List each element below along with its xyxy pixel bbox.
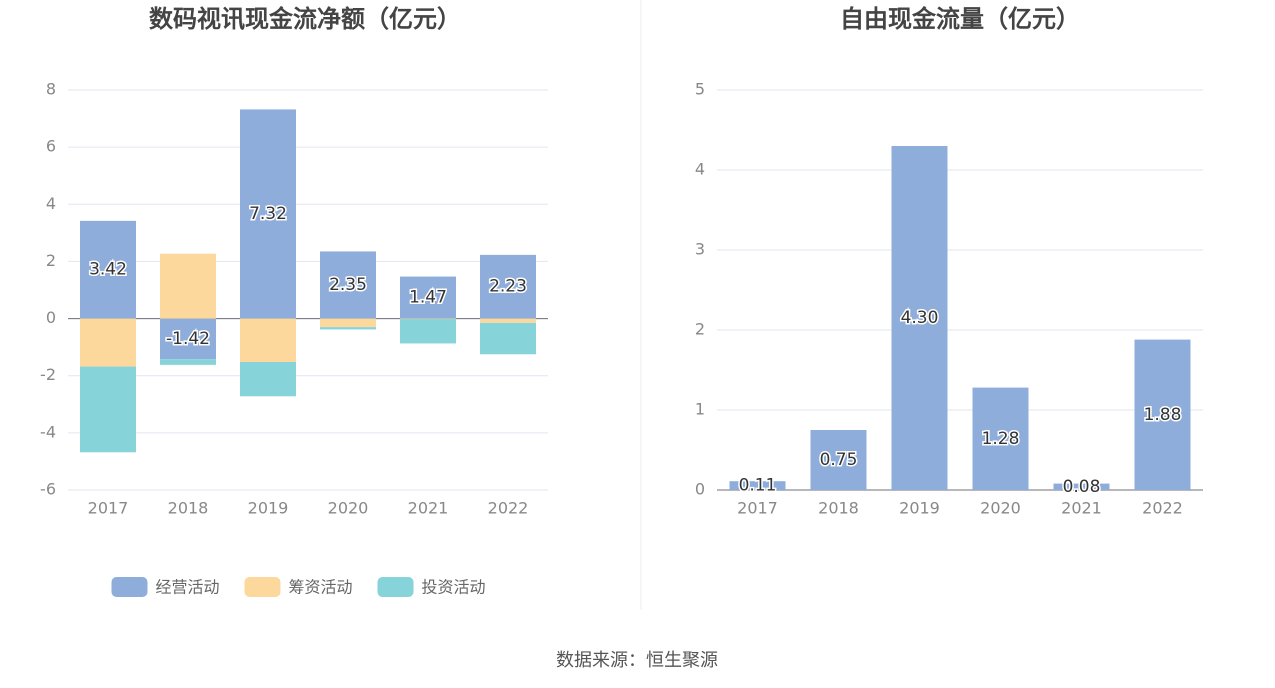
- data-label: -1.42: [166, 329, 210, 349]
- x-tick-label: 2019: [899, 499, 940, 518]
- bar: [240, 109, 296, 319]
- y-tick-label: 6: [46, 137, 56, 156]
- bar: [480, 318, 536, 323]
- bar: [400, 319, 456, 344]
- x-tick-label: 2017: [88, 499, 129, 518]
- bar: [480, 322, 536, 355]
- data-label: 0.11: [739, 476, 777, 496]
- y-tick-label: 5: [695, 80, 705, 99]
- data-label: 4.30: [901, 308, 939, 328]
- bar: [320, 251, 376, 319]
- bar: [80, 366, 136, 453]
- bar: [891, 146, 948, 490]
- bar: [1134, 339, 1191, 490]
- y-tick-label: 0: [46, 308, 56, 327]
- x-tick-label: 2021: [408, 499, 449, 518]
- data-label: 7.32: [249, 204, 287, 224]
- x-tick-label: 2017: [737, 499, 778, 518]
- bar: [80, 318, 136, 367]
- data-label: 3.42: [89, 260, 127, 280]
- y-tick-label: 8: [46, 80, 56, 99]
- chart-title: 自由现金流量（亿元）: [840, 5, 1080, 33]
- x-tick-label: 2018: [168, 499, 209, 518]
- data-label: 0.75: [820, 450, 858, 470]
- y-tick-label: 4: [46, 194, 56, 213]
- legend-swatch: [377, 577, 414, 597]
- x-tick-label: 2022: [1142, 499, 1183, 518]
- y-tick-label: -2: [40, 365, 56, 384]
- y-tick-label: 1: [695, 400, 705, 419]
- bar: [810, 430, 867, 490]
- bar: [400, 318, 456, 320]
- y-tick-label: 0: [695, 480, 705, 499]
- data-label: 1.28: [982, 429, 1020, 449]
- y-tick-label: 2: [46, 251, 56, 270]
- bar: [160, 359, 216, 365]
- bar: [400, 276, 456, 319]
- x-tick-label: 2022: [488, 499, 529, 518]
- data-label: 0.08: [1063, 477, 1101, 497]
- x-tick-label: 2021: [1061, 499, 1102, 518]
- data-label: 2.35: [329, 275, 367, 295]
- bar: [160, 253, 216, 319]
- legend-label: 筹资活动: [289, 578, 353, 597]
- legend-label: 经营活动: [156, 578, 220, 597]
- bar: [972, 387, 1029, 490]
- legend-swatch: [244, 577, 281, 597]
- x-tick-label: 2018: [818, 499, 859, 518]
- bar: [320, 327, 376, 330]
- x-tick-label: 2020: [980, 499, 1021, 518]
- data-label: 1.88: [1144, 405, 1182, 425]
- y-tick-label: 3: [695, 240, 705, 259]
- data-label: 2.23: [489, 277, 527, 297]
- bar: [160, 318, 216, 360]
- y-tick-label: 4: [695, 160, 705, 179]
- y-tick-label: -4: [40, 422, 56, 441]
- bar: [80, 220, 136, 319]
- bar: [320, 318, 376, 328]
- source: 数据来源：恒生聚源: [556, 650, 718, 671]
- y-tick-label: 2: [695, 320, 705, 339]
- bar: [240, 362, 296, 397]
- y-tick-label: -6: [40, 480, 56, 499]
- bar: [240, 318, 296, 362]
- x-tick-label: 2020: [328, 499, 369, 518]
- legend-swatch: [111, 577, 148, 597]
- x-tick-label: 2019: [248, 499, 289, 518]
- data-label: 1.47: [409, 288, 447, 308]
- bar: [1053, 483, 1110, 490]
- bar: [729, 481, 786, 490]
- bar: [480, 254, 536, 319]
- chart-title: 数码视讯现金流净额（亿元）: [149, 5, 461, 33]
- legend-label: 投资活动: [422, 578, 486, 597]
